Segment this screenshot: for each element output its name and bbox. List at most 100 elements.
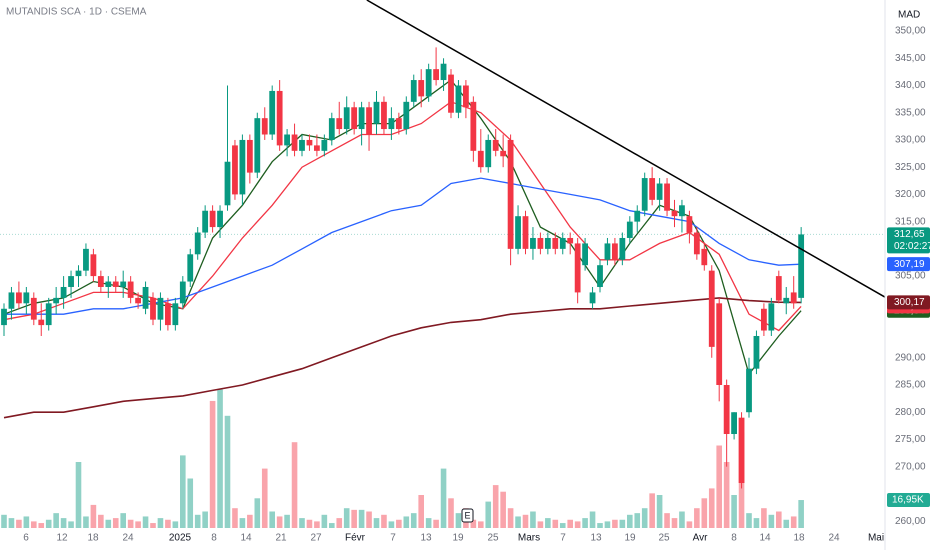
candle-body: [209, 210, 216, 228]
x-tick-label: 14: [240, 533, 252, 544]
x-tick-label: 7: [390, 533, 396, 544]
candle-body: [135, 297, 141, 304]
candle-body: [194, 232, 201, 255]
volume-tag-label: 16,95K: [892, 495, 924, 506]
candle-body: [358, 107, 365, 130]
candle-body: [105, 281, 112, 287]
candle-body: [157, 297, 164, 320]
volume-bar: [112, 518, 119, 528]
candle-body: [574, 243, 581, 293]
y-tick-label: 350,00: [895, 26, 926, 37]
candle-body: [530, 237, 536, 249]
candle-body: [470, 101, 477, 151]
volume-bar: [172, 521, 179, 528]
volume-bar: [746, 513, 752, 528]
volume-bar: [410, 513, 417, 528]
volume-bar: [485, 501, 492, 528]
candle-body: [597, 265, 603, 287]
candle-body: [515, 216, 521, 249]
candle-body: [150, 297, 156, 320]
candle-body: [336, 118, 343, 130]
price-tag: [887, 227, 930, 254]
volume-bar: [217, 389, 223, 528]
event-marker: E: [461, 508, 474, 523]
x-tick-label: 12: [56, 533, 68, 544]
x-tick-label: 27: [310, 533, 322, 544]
x-tick-label: Mars: [518, 533, 540, 544]
volume-bar: [455, 513, 462, 528]
y-tick-label: 275,00: [895, 434, 926, 445]
candle-body: [239, 139, 246, 195]
price-axis: [885, 0, 932, 550]
volume-bar: [388, 521, 395, 528]
volume-bar: [31, 521, 37, 528]
candle-body: [798, 234, 805, 298]
volume-bar: [440, 468, 447, 528]
countdown: 02:02:27: [894, 241, 932, 252]
volume-bar: [768, 514, 775, 528]
candle-body: [664, 183, 670, 211]
axis-labels: 350,00 345,00 340,00 335,00 330,00 325,00 320,…: [887, 26, 932, 527]
candle-body: [768, 303, 775, 331]
volume-bar: [798, 500, 804, 528]
y-tick-label: 270,00: [895, 461, 926, 472]
volume-bar: [142, 516, 149, 528]
volume-bar: [627, 514, 633, 528]
volume-bar: [701, 498, 708, 528]
event-box: [461, 508, 474, 523]
volume-bar: [686, 521, 693, 528]
volume-bar: [396, 519, 402, 528]
candle-body: [68, 276, 74, 287]
candle-body: [783, 297, 790, 304]
volume-bar: [127, 519, 134, 528]
volume-bar: [209, 400, 216, 528]
volume-bar: [224, 415, 231, 528]
volume-bar: [425, 518, 432, 528]
candle-body: [45, 303, 52, 326]
candle-body: [16, 292, 22, 304]
candle-body: [626, 221, 633, 238]
volume-bar: [708, 488, 715, 528]
candle-body: [753, 335, 760, 369]
volume-bar: [716, 445, 722, 528]
candle-body: [500, 150, 507, 157]
candle-body: [261, 118, 268, 135]
x-tick-label: Févr: [345, 533, 366, 544]
volume-bar: [314, 521, 320, 528]
volume-bar: [247, 514, 253, 528]
x-tick-label: 18: [793, 533, 805, 544]
volume-bar: [343, 508, 350, 528]
candle-body: [463, 85, 469, 108]
candle-body: [388, 118, 395, 130]
x-tick-label: 6: [23, 533, 29, 544]
candle-body: [656, 183, 663, 200]
candle-body: [60, 286, 67, 298]
volume-bar: [120, 513, 126, 528]
y-tick-label: 315,00: [895, 216, 926, 227]
candle-body: [328, 118, 335, 140]
x-tick-label: 21: [275, 533, 287, 544]
candle-body: [366, 107, 372, 135]
volume-bar: [507, 508, 514, 528]
candle-body: [693, 232, 700, 255]
candle-body: [679, 205, 685, 217]
volume-bar: [664, 513, 670, 528]
candle-body: [202, 210, 209, 233]
volume-bar: [83, 516, 89, 528]
candle-body: [567, 237, 574, 244]
volume-bar: [60, 518, 67, 528]
x-tick-label: Mai: [868, 533, 884, 544]
candle-body: [224, 161, 231, 206]
candle-body: [232, 145, 238, 195]
y-tick-label: 305,00: [895, 271, 926, 282]
volume-bar: [38, 523, 45, 528]
candle-body: [477, 150, 484, 168]
candle-body: [604, 243, 611, 260]
volume-bar: [187, 478, 194, 528]
volume-bar: [731, 495, 737, 528]
trendline: [366, 0, 886, 298]
candle-body: [343, 107, 350, 130]
volume-bar: [418, 495, 424, 528]
volume-bar: [254, 498, 261, 528]
candle-body: [641, 178, 648, 211]
